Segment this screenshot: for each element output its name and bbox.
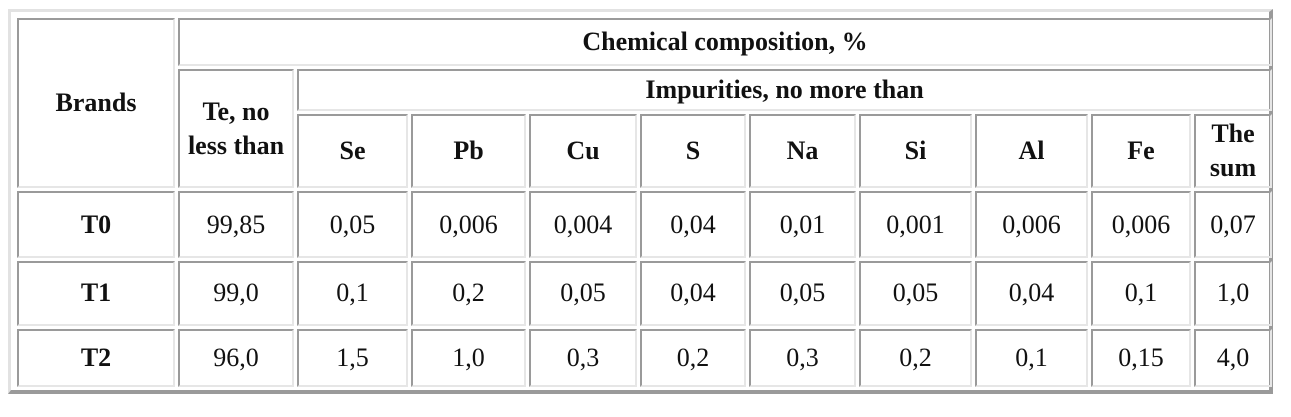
- s-value: 0,04: [640, 191, 746, 259]
- te-value: 99,0: [178, 261, 294, 326]
- table-row: T0 99,85 0,05 0,006 0,004 0,04 0,01 0,00…: [17, 191, 1273, 259]
- impurity-header-pb: Pb: [411, 113, 526, 189]
- sum-value: 1,0: [1194, 261, 1273, 326]
- brands-header: Brands: [17, 18, 175, 189]
- brand-cell: T1: [17, 261, 175, 326]
- chemical-composition-header: Chemical composition, %: [178, 18, 1273, 66]
- table-row: T1 99,0 0,1 0,2 0,05 0,04 0,05 0,05 0,04…: [17, 261, 1273, 326]
- brand-cell: T0: [17, 191, 175, 259]
- sum-value: 0,07: [1194, 191, 1273, 259]
- table-row: T2 96,0 1,5 1,0 0,3 0,2 0,3 0,2 0,1 0,15…: [17, 328, 1273, 387]
- fe-value: 0,006: [1091, 191, 1191, 259]
- impurity-header-si: Si: [859, 113, 972, 189]
- table-frame: Brands Chemical composition, % Te, no le…: [8, 9, 1273, 394]
- te-header: Te, no less than: [178, 68, 294, 189]
- si-value: 0,001: [859, 191, 972, 259]
- te-value: 96,0: [178, 328, 294, 387]
- cu-value: 0,05: [529, 261, 637, 326]
- impurity-header-cu: Cu: [529, 113, 637, 189]
- pb-value: 0,006: [411, 191, 526, 259]
- impurity-header-na: Na: [749, 113, 856, 189]
- s-value: 0,2: [640, 328, 746, 387]
- se-value: 1,5: [297, 328, 408, 387]
- al-value: 0,1: [975, 328, 1088, 387]
- impurity-header-fe: Fe: [1091, 113, 1191, 189]
- fe-value: 0,15: [1091, 328, 1191, 387]
- se-value: 0,1: [297, 261, 408, 326]
- sum-value: 4,0: [1194, 328, 1273, 387]
- na-value: 0,05: [749, 261, 856, 326]
- si-value: 0,2: [859, 328, 972, 387]
- brand-cell: T2: [17, 328, 175, 387]
- impurities-header: Impurities, no more than: [297, 68, 1273, 111]
- cu-value: 0,004: [529, 191, 637, 259]
- na-value: 0,3: [749, 328, 856, 387]
- impurity-header-s: S: [640, 113, 746, 189]
- impurity-header-sum: The sum: [1194, 113, 1273, 189]
- si-value: 0,05: [859, 261, 972, 326]
- cu-value: 0,3: [529, 328, 637, 387]
- se-value: 0,05: [297, 191, 408, 259]
- chemical-composition-table: Brands Chemical composition, % Te, no le…: [14, 15, 1275, 390]
- impurity-header-al: Al: [975, 113, 1088, 189]
- pb-value: 1,0: [411, 328, 526, 387]
- al-value: 0,04: [975, 261, 1088, 326]
- na-value: 0,01: [749, 191, 856, 259]
- al-value: 0,006: [975, 191, 1088, 259]
- impurity-header-se: Se: [297, 113, 408, 189]
- s-value: 0,04: [640, 261, 746, 326]
- fe-value: 0,1: [1091, 261, 1191, 326]
- pb-value: 0,2: [411, 261, 526, 326]
- te-value: 99,85: [178, 191, 294, 259]
